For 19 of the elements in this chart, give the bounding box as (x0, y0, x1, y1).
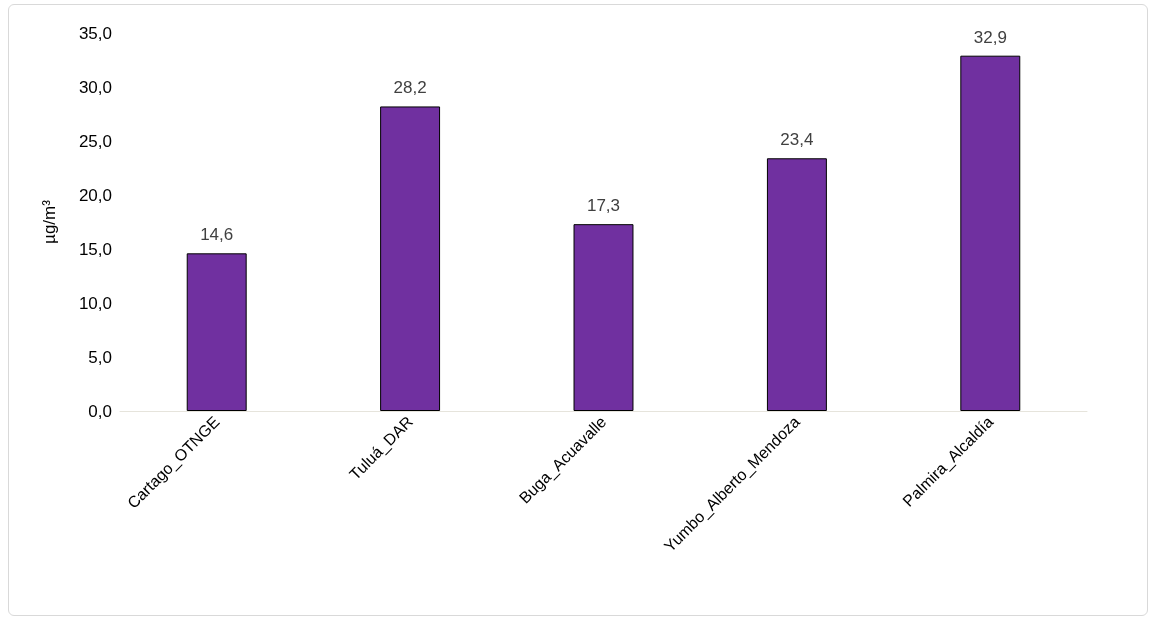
y-tick-label: 15,0 (78, 239, 112, 259)
y-tick-label: 35,0 (78, 23, 112, 43)
data-label: 14,6 (200, 225, 234, 245)
data-label: 32,9 (973, 27, 1007, 47)
y-tick-label: 25,0 (78, 131, 112, 151)
y-axis-title: µg/m³ (40, 199, 59, 244)
bar (186, 253, 247, 411)
data-label: 28,2 (393, 78, 427, 98)
data-label: 23,4 (780, 130, 814, 150)
y-tick-label: 10,0 (78, 293, 112, 313)
y-tick-label: 0,0 (88, 401, 112, 421)
y-tick-label: 5,0 (88, 347, 112, 367)
y-tick-label: 30,0 (78, 77, 112, 97)
bar (960, 55, 1021, 411)
bar (766, 158, 827, 411)
bar (380, 106, 441, 411)
y-tick-label: 20,0 (78, 185, 112, 205)
bar (573, 224, 634, 411)
data-label: 17,3 (586, 196, 621, 216)
